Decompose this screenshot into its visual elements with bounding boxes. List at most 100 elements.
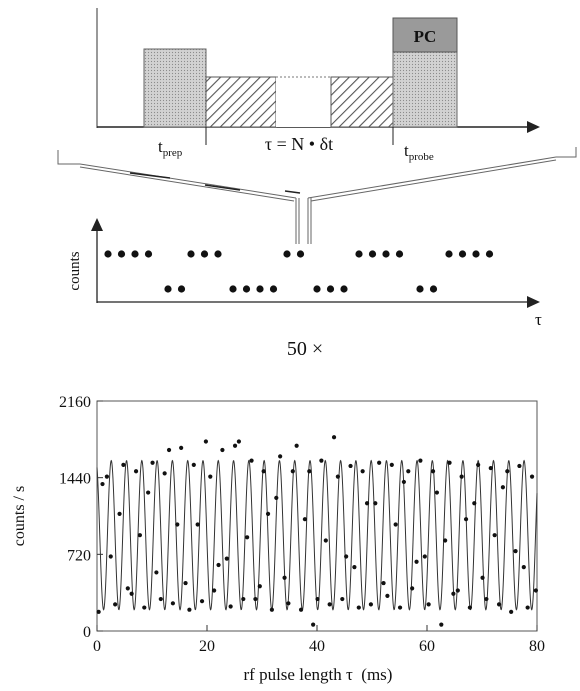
data-point: [286, 601, 291, 606]
data-point: [414, 559, 419, 564]
count-dot-high: [485, 250, 494, 258]
data-point: [377, 460, 382, 465]
data-point: [352, 565, 357, 570]
sequence-time-axis-arrow: [527, 121, 540, 133]
data-point: [133, 469, 139, 474]
data-point: [150, 460, 155, 465]
data-point: [265, 511, 271, 516]
data-point: [282, 575, 287, 580]
data-point: [179, 445, 184, 450]
data-point: [368, 602, 373, 607]
data-point: [108, 554, 113, 559]
data-point: [121, 462, 126, 467]
zoom-right-line: [307, 156, 557, 199]
data-point: [397, 605, 403, 610]
count-dot-high: [472, 250, 480, 258]
zoom-dash-1: [129, 172, 171, 179]
data-point: [183, 580, 188, 586]
fit-curve: [96, 459, 538, 611]
data-point: [447, 460, 452, 465]
data-point: [162, 471, 167, 476]
data-point: [249, 458, 254, 463]
data-point: [509, 609, 514, 614]
zoom-connector: [57, 147, 577, 244]
x-tick-label: 40: [309, 638, 325, 655]
data-point: [212, 588, 217, 593]
data-point: [484, 596, 489, 602]
data-point: [154, 570, 159, 575]
data-point: [533, 588, 539, 593]
y-tick-label: 1440: [59, 471, 91, 488]
zoom-left-bracket: [57, 150, 80, 165]
data-point: [113, 602, 118, 607]
data-point: [492, 533, 497, 538]
data-point: [422, 554, 427, 559]
count-dot-high: [382, 250, 390, 258]
data-point: [356, 605, 361, 610]
data-point: [216, 562, 221, 568]
data-point: [208, 474, 213, 479]
count-dot-high: [355, 250, 363, 258]
count-dot-high: [104, 250, 112, 258]
data-point: [340, 596, 345, 602]
data-point: [529, 474, 535, 479]
data-point: [331, 435, 337, 440]
zoom-dash-3: [284, 190, 301, 194]
data-point: [393, 522, 398, 527]
count-dot-high: [395, 250, 404, 258]
x-tick-label: 0: [93, 638, 101, 655]
data-point: [125, 586, 130, 591]
data-point: [401, 479, 406, 485]
data-point: [146, 490, 151, 495]
data-point: [199, 599, 205, 604]
data-point: [191, 462, 196, 467]
data-point: [175, 522, 180, 527]
data-point: [406, 469, 411, 474]
data-point: [430, 469, 436, 474]
data-point: [463, 517, 469, 522]
data-point: [104, 474, 109, 479]
data-point: [142, 605, 147, 610]
count-dot-high: [117, 250, 126, 258]
data-point: [459, 474, 464, 479]
count-dot-high: [458, 250, 467, 258]
data-point: [298, 607, 304, 612]
count-dot-low: [269, 285, 278, 293]
data-point: [364, 501, 370, 506]
data-point: [327, 602, 332, 607]
data-point: [100, 481, 105, 487]
count-dot-low: [229, 285, 237, 293]
data-point: [455, 588, 460, 593]
data-point: [373, 501, 378, 506]
tau-definition-label: τ = N • δt: [265, 134, 333, 154]
data-point: [315, 596, 320, 602]
data-point: [505, 469, 510, 474]
data-point: [381, 580, 386, 586]
data-point: [158, 596, 163, 602]
x-tick-label: 20: [199, 638, 215, 655]
zoom-right-bracket: [556, 147, 577, 158]
pc-label: PC: [414, 27, 437, 46]
data-point: [228, 604, 233, 609]
count-dot-low: [256, 285, 264, 293]
data-point: [129, 591, 134, 596]
t-prep-label: tprep: [158, 137, 183, 159]
data-point: [389, 462, 394, 467]
rabi-chart: 0 720 1440 2160 0 20 40 60 80 counts / s rf pul…: [11, 394, 545, 684]
data-point: [274, 495, 279, 500]
data-point: [257, 584, 262, 589]
count-dot-low: [177, 285, 186, 293]
rf-pulse-gap: [276, 77, 331, 127]
data-point: [137, 533, 142, 538]
data-point: [480, 575, 485, 580]
data-point: [344, 554, 349, 559]
zoom-left-line: [79, 163, 297, 199]
y-tick-label: 0: [83, 624, 91, 641]
count-dot-high: [368, 250, 377, 258]
data-point: [195, 522, 200, 527]
data-point: [220, 447, 225, 453]
data-point: [410, 586, 415, 591]
count-dot-low: [416, 285, 424, 293]
